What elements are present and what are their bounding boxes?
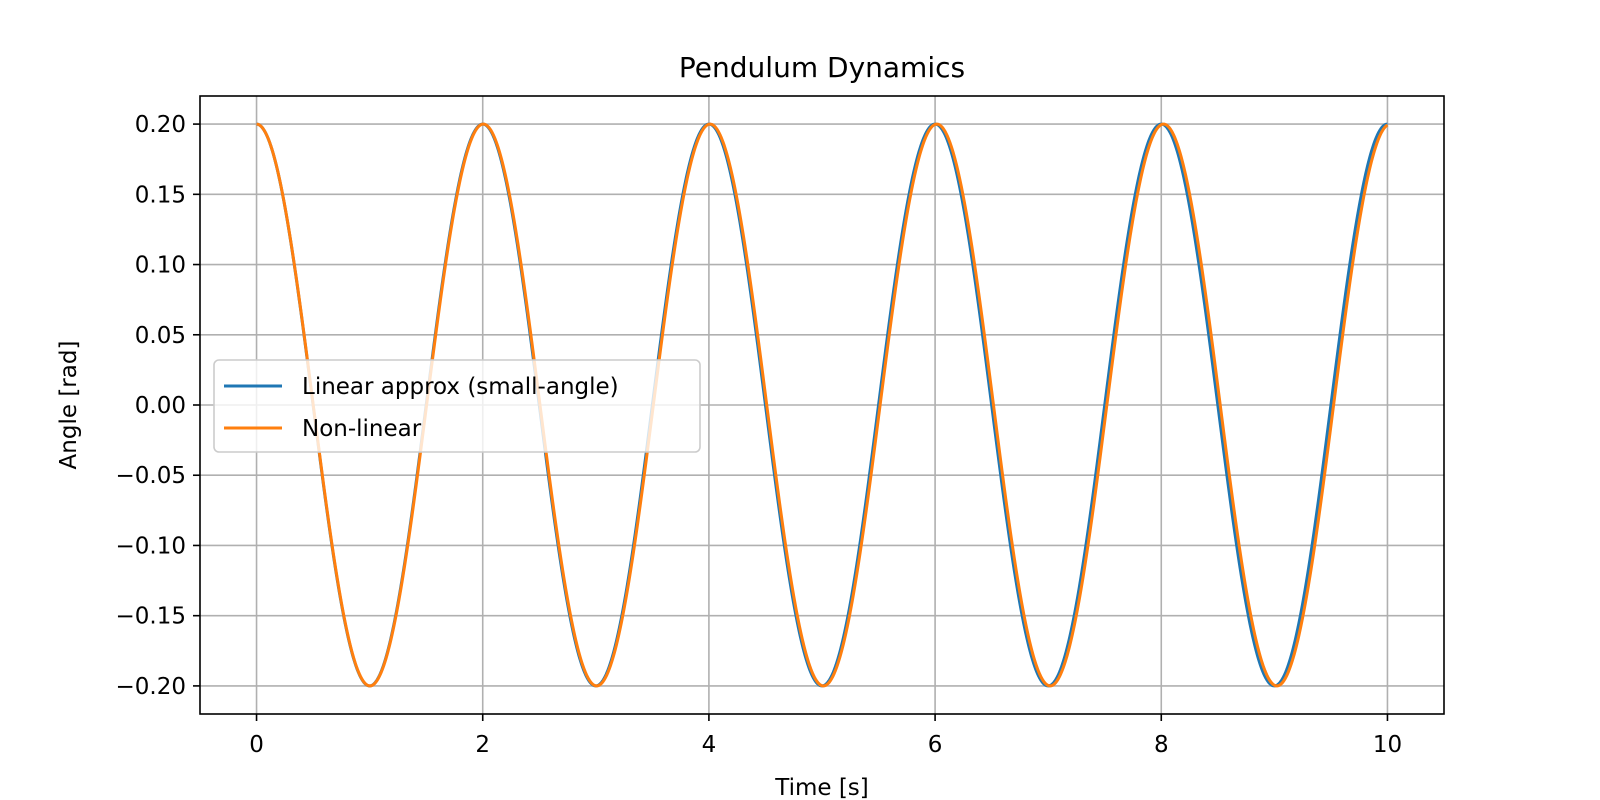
legend-label: Linear approx (small-angle) xyxy=(302,374,619,400)
x-tick-label: 0 xyxy=(249,732,264,758)
y-tick-label: 0.20 xyxy=(135,112,186,138)
x-ticks: 0 2 4 6 8 10 xyxy=(249,714,1402,758)
legend: Linear approx (small-angle) Non-linear xyxy=(213,359,701,453)
y-tick-label: 0.00 xyxy=(135,393,186,419)
series-line-nonlinear xyxy=(255,122,1389,688)
y-tick-label: −0.10 xyxy=(116,533,186,559)
legend-label: Non-linear xyxy=(302,416,422,442)
y-tick-label: 0.05 xyxy=(135,323,186,349)
x-tick-label: 6 xyxy=(928,732,943,758)
x-tick-label: 2 xyxy=(475,732,490,758)
x-tick-label: 10 xyxy=(1373,732,1402,758)
y-tick-label: 0.15 xyxy=(135,182,186,208)
legend-box xyxy=(213,359,701,453)
y-tick-label: −0.15 xyxy=(116,604,186,630)
y-tick-label: 0.10 xyxy=(135,253,186,279)
y-tick-label: −0.05 xyxy=(116,463,186,489)
series-lines xyxy=(255,122,1389,688)
x-axis-label: Time [s] xyxy=(774,775,869,800)
y-axis-label: Angle [rad] xyxy=(56,341,82,470)
x-tick-label: 8 xyxy=(1154,732,1169,758)
y-ticks: 0.20 0.15 0.10 0.05 0.00 −0.05 −0.10 −0.15 −0.20 xyxy=(116,112,200,700)
chart-title: Pendulum Dynamics xyxy=(679,51,965,84)
x-tick-label: 4 xyxy=(702,732,717,758)
y-tick-label: −0.20 xyxy=(116,674,186,700)
